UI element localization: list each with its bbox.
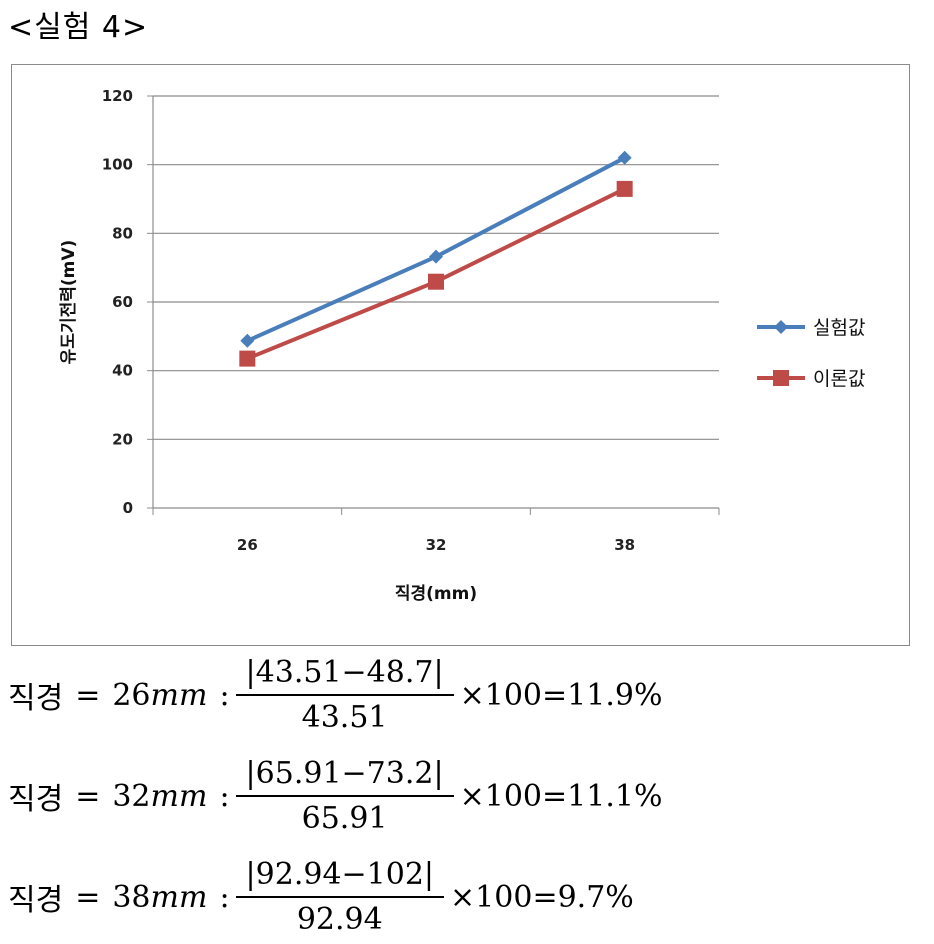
formula-fraction: |92.94−102| 92.94 xyxy=(235,857,445,937)
y-tick-label: 80 xyxy=(112,224,133,242)
formula-times: ×100 xyxy=(459,778,542,814)
formula-times: ×100 xyxy=(459,677,542,713)
legend-marker-2 xyxy=(773,370,789,386)
formula-diameter: 38 xyxy=(112,879,151,915)
formula-diameter: 32 xyxy=(112,778,151,814)
formula-equals-2: = xyxy=(542,778,568,814)
y-tick-label: 120 xyxy=(102,87,133,105)
data-point-2-32 xyxy=(428,273,444,290)
x-tick-label: 38 xyxy=(614,536,635,554)
error-formula: 직경 = 38 mm: |92.94−102| 92.94 ×100 = 9.7% xyxy=(8,851,634,943)
fraction-numerator: |43.51−48.7| xyxy=(235,655,454,696)
formula-unit: mm xyxy=(150,677,208,713)
formula-unit: mm xyxy=(150,778,208,814)
formula-label: 직경 xyxy=(8,883,64,918)
formula-unit: mm xyxy=(150,879,208,915)
legend-label-1: 실험값 xyxy=(813,317,865,339)
formula-equals-2: = xyxy=(542,677,568,713)
formula-fraction: |43.51−48.7| 43.51 xyxy=(235,655,454,735)
experiment-heading: <실험 4> xyxy=(8,10,149,45)
data-point-2-38 xyxy=(616,180,633,197)
formula-result: 11.1% xyxy=(567,778,663,814)
data-point-2-26 xyxy=(239,350,256,367)
data-point-1-32 xyxy=(429,249,443,264)
data-point-1-26 xyxy=(240,333,255,348)
formula-colon: : xyxy=(219,677,230,713)
x-axis-title: 직경(mm) xyxy=(395,584,477,604)
x-tick-label: 32 xyxy=(426,536,447,554)
y-tick-label: 20 xyxy=(112,430,133,448)
line-chart: 0 20 40 60 80 100 120 26 32 38 직경(mm) 유도기전력(mV) 실험값이… xyxy=(59,87,865,604)
y-tick-label: 0 xyxy=(123,499,133,517)
y-axis-title: 유도기전력(mV) xyxy=(59,240,79,365)
legend-marker-1 xyxy=(774,320,788,334)
formula-equals: = xyxy=(75,879,101,915)
formula-result: 9.7% xyxy=(557,879,634,915)
formula-equals: = xyxy=(75,778,101,814)
formula-diameter: 26 xyxy=(112,677,151,713)
formula-equals: = xyxy=(75,677,101,713)
y-tick-label: 60 xyxy=(112,293,133,311)
formula-colon: : xyxy=(219,778,230,814)
series-line-1 xyxy=(246,156,626,343)
formula-fraction: |65.91−73.2| 65.91 xyxy=(235,756,454,836)
fraction-denominator: 65.91 xyxy=(301,801,388,836)
y-tick-label: 40 xyxy=(112,362,133,380)
formula-label: 직경 xyxy=(8,782,64,817)
formula-result: 11.9% xyxy=(567,677,663,713)
formula-equals-2: = xyxy=(532,879,558,915)
fraction-denominator: 43.51 xyxy=(301,700,388,735)
legend-label-2: 이론값 xyxy=(813,368,865,390)
y-tick-label: 100 xyxy=(102,156,133,174)
x-tick-label: 26 xyxy=(237,536,258,554)
fraction-denominator: 92.94 xyxy=(296,902,383,937)
data-point-1-38 xyxy=(617,150,632,165)
formula-times: ×100 xyxy=(450,879,533,915)
fraction-numerator: |92.94−102| xyxy=(235,857,445,898)
formula-label: 직경 xyxy=(8,681,64,716)
formula-colon: : xyxy=(219,879,230,915)
error-formula: 직경 = 26 mm: |43.51−48.7| 43.51 ×100 = 11.9% xyxy=(8,649,662,741)
fraction-numerator: |65.91−73.2| xyxy=(235,756,454,797)
error-formula: 직경 = 32 mm: |65.91−73.2| 65.91 ×100 = 11.1% xyxy=(8,750,662,842)
